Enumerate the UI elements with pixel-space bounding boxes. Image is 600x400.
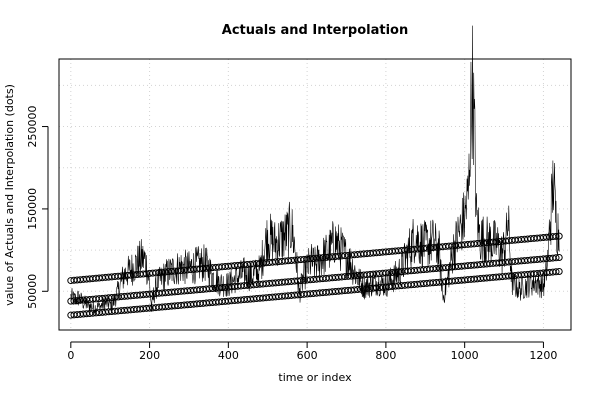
y-axis-label: value of Actuals and Interpolation (dots… xyxy=(3,84,16,306)
series-actuals-line xyxy=(70,25,560,315)
y-tick-label: 150000 xyxy=(26,188,39,230)
axes: 0 200 400 600 800 1000 1200 50000 150000 250000 xyxy=(26,106,557,362)
plot-frame xyxy=(58,58,572,331)
interpolation-point xyxy=(552,268,560,276)
grid xyxy=(59,59,571,330)
interpolation-point xyxy=(555,268,563,276)
plot-area xyxy=(67,25,563,319)
series-interpolation-points-2 xyxy=(67,254,563,305)
chart-title: Actuals and Interpolation xyxy=(222,23,408,38)
x-tick-label: 800 xyxy=(375,349,396,362)
interpolation-point xyxy=(555,254,563,262)
series-interpolation-points-1 xyxy=(67,232,563,285)
x-tick-label: 200 xyxy=(139,349,160,362)
y-tick-label: 250000 xyxy=(26,106,39,148)
x-tick-label: 1200 xyxy=(529,349,557,362)
x-tick-label: 0 xyxy=(67,349,74,362)
y-tick-label: 50000 xyxy=(26,274,39,309)
interpolation-point xyxy=(552,232,560,240)
interpolation-point xyxy=(552,254,560,262)
x-tick-label: 1000 xyxy=(451,349,479,362)
interpolation-point xyxy=(555,232,563,240)
x-tick-label: 400 xyxy=(218,349,239,362)
x-axis-label: time or index xyxy=(278,371,352,384)
x-tick-label: 600 xyxy=(297,349,318,362)
series-interpolation-points-3 xyxy=(67,268,563,319)
